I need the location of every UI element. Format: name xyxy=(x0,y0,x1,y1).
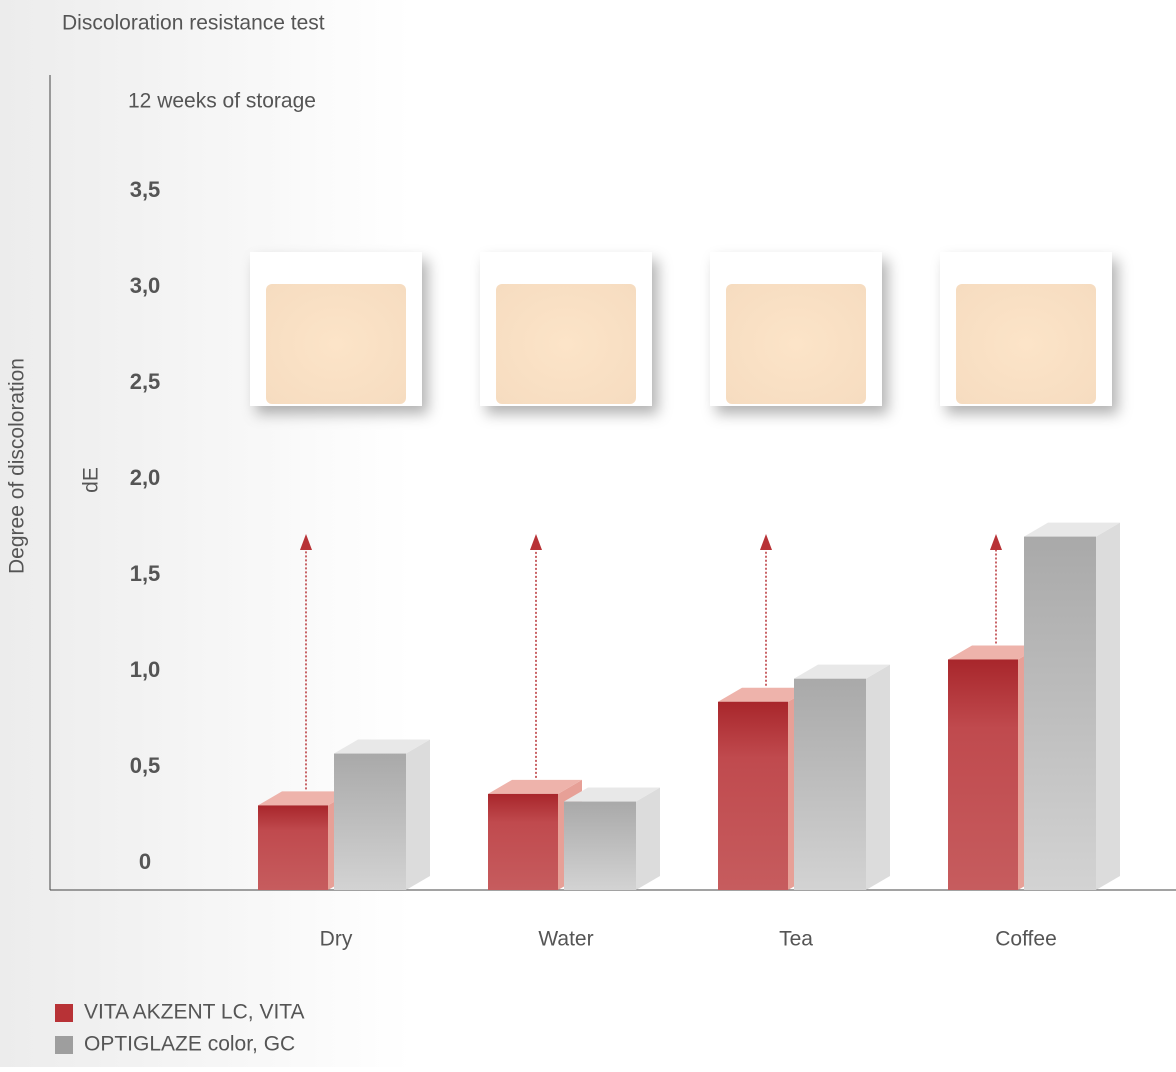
arrow-head xyxy=(300,534,312,550)
sample-swatch xyxy=(726,284,866,404)
legend-label: VITA AKZENT LC, VITA xyxy=(84,1001,305,1024)
bar-top xyxy=(564,787,660,802)
bar xyxy=(564,801,636,890)
legend-swatch xyxy=(55,1036,73,1054)
arrow-head xyxy=(760,534,772,550)
bar xyxy=(488,793,558,890)
bar-top xyxy=(258,791,352,806)
bar-side xyxy=(406,739,430,890)
x-tick-label: Coffee xyxy=(995,928,1057,951)
bar xyxy=(718,701,788,890)
y-tick-label: 0,5 xyxy=(130,753,161,778)
y-tick-label: 2,0 xyxy=(130,465,161,490)
y-tick-label: 3,0 xyxy=(130,273,161,298)
sample-swatch xyxy=(956,284,1096,404)
y-tick-label: 3,5 xyxy=(130,177,161,202)
chart-title: Discoloration resistance test xyxy=(62,12,325,35)
x-tick-label: Tea xyxy=(779,928,813,951)
bar-top xyxy=(718,687,812,702)
y-tick-label: 2,5 xyxy=(130,369,161,394)
bar-top xyxy=(794,664,890,679)
sample-swatch xyxy=(266,284,406,404)
chart-subtitle: 12 weeks of storage xyxy=(128,90,316,113)
bar-top xyxy=(488,779,582,794)
bar-top xyxy=(948,645,1042,660)
legend-label: OPTIGLAZE color, GC xyxy=(84,1033,295,1056)
bar xyxy=(334,753,406,890)
x-tick-label: Dry xyxy=(320,928,353,951)
bar-top xyxy=(334,739,430,754)
bar-side xyxy=(866,664,890,890)
y-tick-label: 1,0 xyxy=(130,657,161,682)
bar xyxy=(1024,536,1096,890)
bar xyxy=(948,659,1018,890)
y-axis-label: Degree of discoloration xyxy=(6,358,29,574)
bar-side xyxy=(1096,522,1120,890)
bar-top xyxy=(1024,522,1120,537)
arrow-head xyxy=(990,534,1002,550)
bar xyxy=(258,805,328,890)
x-tick-label: Water xyxy=(538,928,593,951)
y-tick-label: 1,5 xyxy=(130,561,161,586)
y-axis-unit: dE xyxy=(80,467,103,493)
bar-side xyxy=(636,787,660,890)
legend-swatch xyxy=(55,1004,73,1022)
bar xyxy=(794,678,866,890)
y-tick-label: 0 xyxy=(139,849,151,874)
arrow-head xyxy=(530,534,542,550)
sample-swatch xyxy=(496,284,636,404)
